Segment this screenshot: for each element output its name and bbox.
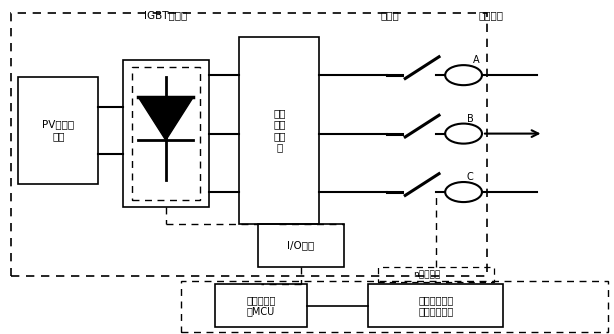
Bar xyxy=(239,37,319,224)
Bar xyxy=(181,281,608,332)
Text: A: A xyxy=(473,55,480,65)
Bar xyxy=(18,77,98,184)
Polygon shape xyxy=(138,97,193,140)
Text: 公共电网: 公共电网 xyxy=(479,10,503,20)
Text: 光伏发电系统
数据采样模块: 光伏发电系统 数据采样模块 xyxy=(418,295,454,316)
Text: 逆变器控制
器MCU: 逆变器控制 器MCU xyxy=(246,295,276,316)
Text: B: B xyxy=(467,114,473,124)
Bar xyxy=(258,224,344,267)
Bar xyxy=(123,60,209,207)
Bar xyxy=(132,67,200,200)
Text: C: C xyxy=(467,172,473,182)
Text: IGBT逆变桥: IGBT逆变桥 xyxy=(144,10,187,20)
Text: PV太阳能
组件: PV太阳能 组件 xyxy=(42,120,74,141)
Text: n路采样线: n路采样线 xyxy=(413,270,440,279)
Bar xyxy=(11,13,487,276)
Bar xyxy=(378,267,494,282)
Text: I/O接口: I/O接口 xyxy=(287,240,314,250)
Bar xyxy=(368,284,503,327)
Text: 接触器: 接触器 xyxy=(381,10,399,20)
Text: 三相
交流
滤波
器: 三相 交流 滤波 器 xyxy=(273,108,286,153)
Bar xyxy=(215,284,307,327)
